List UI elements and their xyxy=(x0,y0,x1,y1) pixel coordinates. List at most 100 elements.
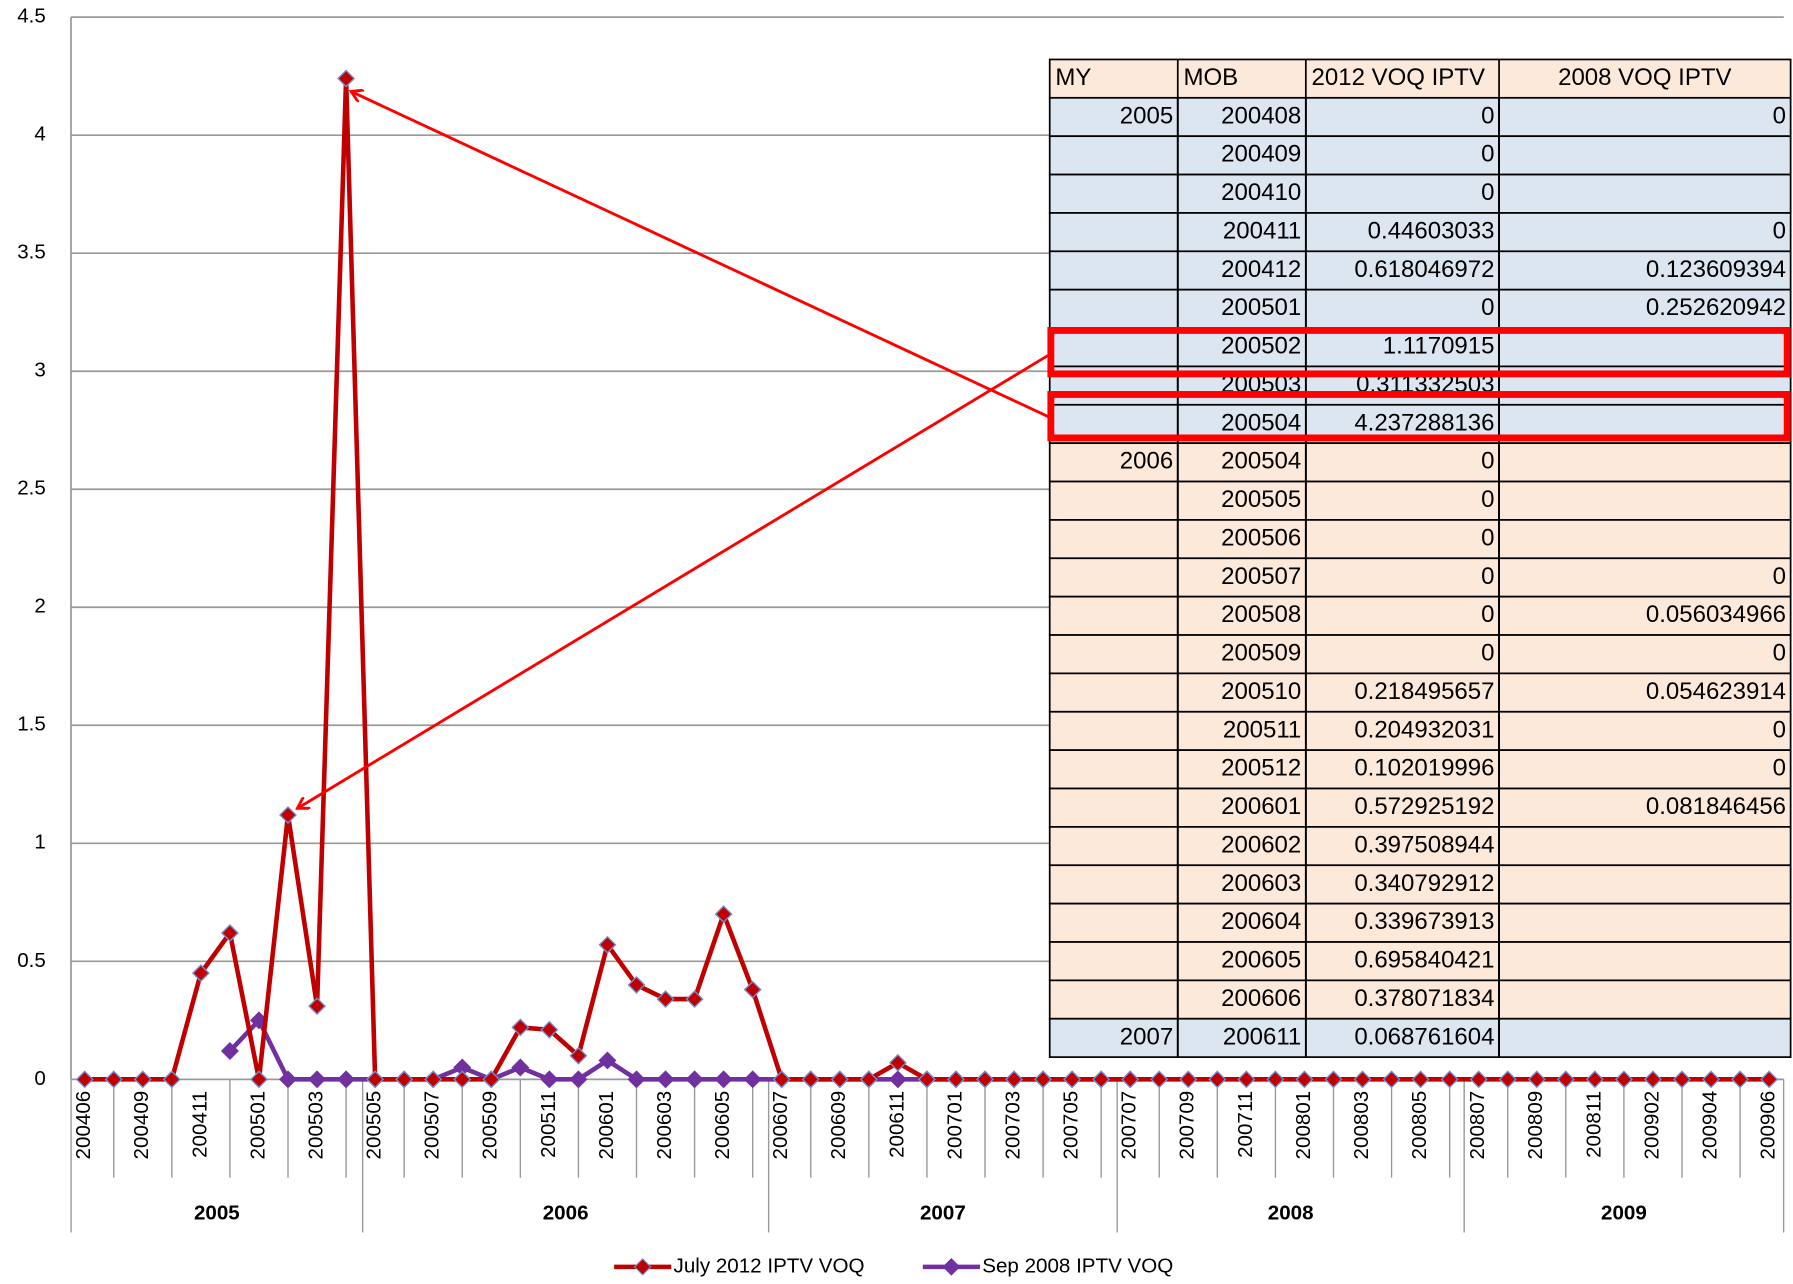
x-tick-label: 200411 xyxy=(188,1091,211,1158)
group-label: 2006 xyxy=(543,1202,589,1225)
table-cell-text: 0.378071834 xyxy=(1354,985,1494,1012)
data-point xyxy=(627,1070,646,1089)
data-point xyxy=(743,980,762,999)
table-cell-text: 200501 xyxy=(1221,294,1301,321)
legend-label: Sep 2008 IPTV VOQ xyxy=(982,1254,1173,1277)
table-cell-text: 0 xyxy=(1481,448,1494,475)
data-point xyxy=(395,1070,414,1089)
table-cell-text: 200604 xyxy=(1221,908,1301,935)
table-cell-text: 0.054623914 xyxy=(1646,678,1786,705)
table-cell-text: 0 xyxy=(1773,755,1786,782)
data-point xyxy=(1324,1070,1343,1089)
data-point xyxy=(1237,1070,1256,1089)
table-row-bg xyxy=(1049,788,1791,827)
data-point xyxy=(191,964,210,983)
x-tick-label: 200501 xyxy=(246,1091,269,1160)
x-tick-label: 200503 xyxy=(304,1091,327,1160)
table-row-bg xyxy=(1049,711,1791,751)
table-header: MY xyxy=(1055,64,1091,91)
data-point xyxy=(1382,1070,1401,1089)
table-cell-text: 200504 xyxy=(1221,448,1301,475)
table-cell-text: 0.123609394 xyxy=(1646,256,1786,283)
table-cell-text: 0 xyxy=(1773,102,1786,129)
table-header: MOB xyxy=(1183,64,1238,91)
axes: 0 0.5 1 1.5 2 2.5 3 3.5 4 4.5 200406 200409 200411 20… xyxy=(17,5,1785,1233)
data-point xyxy=(424,1070,443,1089)
table-cell-text: 1.1170915 xyxy=(1383,333,1495,360)
table-header: 2012 VOQ IPTV xyxy=(1312,64,1485,91)
data-point xyxy=(337,1070,356,1089)
x-tick-label: 200603 xyxy=(653,1091,676,1160)
x-tick-label: 200801 xyxy=(1292,1091,1315,1160)
data-point xyxy=(976,1070,994,1089)
table-row-bg xyxy=(1049,635,1791,674)
data-point xyxy=(162,1070,181,1089)
data-point xyxy=(482,1070,501,1089)
data-point xyxy=(888,1053,907,1072)
table-cell-text: 200412 xyxy=(1221,256,1301,283)
data-point xyxy=(801,1070,820,1089)
x-tick-label: 200611 xyxy=(885,1091,908,1158)
table-cell-text: 0 xyxy=(1481,102,1494,129)
data-point xyxy=(453,1070,472,1089)
table-row-bg xyxy=(1049,596,1791,636)
x-tick-label: 200705 xyxy=(1060,1091,1083,1160)
table-cell-text: 0.102019996 xyxy=(1354,755,1494,782)
data-point xyxy=(511,1018,530,1037)
table-cell-text: 200510 xyxy=(1221,678,1301,705)
highlight-box xyxy=(1047,327,1791,378)
data-point xyxy=(1092,1070,1111,1089)
highlight-box xyxy=(1047,391,1791,442)
data-point xyxy=(1266,1070,1285,1089)
data-point xyxy=(656,1070,675,1089)
x-tick-label: 200902 xyxy=(1640,1091,1663,1160)
data-point xyxy=(308,1070,327,1089)
table-cell-text: 200606 xyxy=(1221,985,1301,1012)
data-point xyxy=(1353,1070,1372,1089)
table-row-bg xyxy=(1049,980,1791,1019)
table-cell-text: 0.056034966 xyxy=(1646,601,1786,628)
table-cell-text: 200408 xyxy=(1221,102,1301,129)
y-tick-label: 0.5 xyxy=(17,949,46,972)
data-point xyxy=(1760,1070,1779,1089)
data-point xyxy=(1469,1070,1488,1089)
y-tick-label: 2.5 xyxy=(17,477,46,500)
y-tick-label: 3 xyxy=(34,359,45,382)
arrow xyxy=(351,91,1051,419)
table-cell-text: 200603 xyxy=(1221,870,1301,897)
data-point xyxy=(656,990,675,1009)
data-point xyxy=(1614,1070,1633,1089)
data-point xyxy=(627,975,646,994)
y-tick-label: 0 xyxy=(34,1067,45,1090)
group-label: 2007 xyxy=(920,1202,966,1225)
table-cell-text: 0 xyxy=(1481,294,1494,321)
table-cell-text: 0.695840421 xyxy=(1354,947,1494,974)
x-tick-label: 200509 xyxy=(479,1091,502,1160)
data-point xyxy=(1005,1070,1024,1089)
data-point xyxy=(279,1070,297,1089)
data-point xyxy=(946,1070,965,1089)
table-cell-text: 200502 xyxy=(1221,333,1301,360)
x-tick-label: 200803 xyxy=(1350,1091,1373,1160)
data-point xyxy=(743,1070,762,1089)
table-cell-text: 200509 xyxy=(1221,640,1301,667)
table-cell-text: 200601 xyxy=(1221,793,1301,820)
arrow xyxy=(297,353,1051,808)
table-cell-text: 200410 xyxy=(1221,179,1301,206)
table-cell-text: 0 xyxy=(1773,716,1786,743)
data-point xyxy=(511,1058,530,1077)
data-point xyxy=(888,1070,907,1089)
data-point xyxy=(598,1051,617,1070)
table-header: 2008 VOQ IPTV xyxy=(1558,64,1731,91)
table-cell-text: 0.340792912 xyxy=(1354,870,1494,897)
table-cell-text: 0 xyxy=(1481,640,1494,667)
data-point xyxy=(366,1070,385,1089)
table-cell-text: 200508 xyxy=(1221,601,1301,628)
y-tick-label: 1 xyxy=(34,831,45,854)
data-point xyxy=(1440,1070,1459,1089)
data-point xyxy=(249,1070,268,1089)
lines xyxy=(75,69,1779,1089)
table-cell-text: 200505 xyxy=(1221,486,1301,513)
x-tick-label: 200809 xyxy=(1524,1091,1547,1160)
y-tick-label: 1.5 xyxy=(17,713,46,736)
